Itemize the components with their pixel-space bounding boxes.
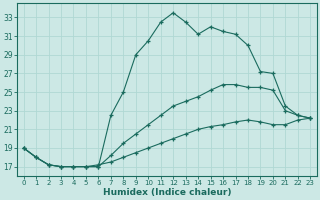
- X-axis label: Humidex (Indice chaleur): Humidex (Indice chaleur): [103, 188, 231, 197]
